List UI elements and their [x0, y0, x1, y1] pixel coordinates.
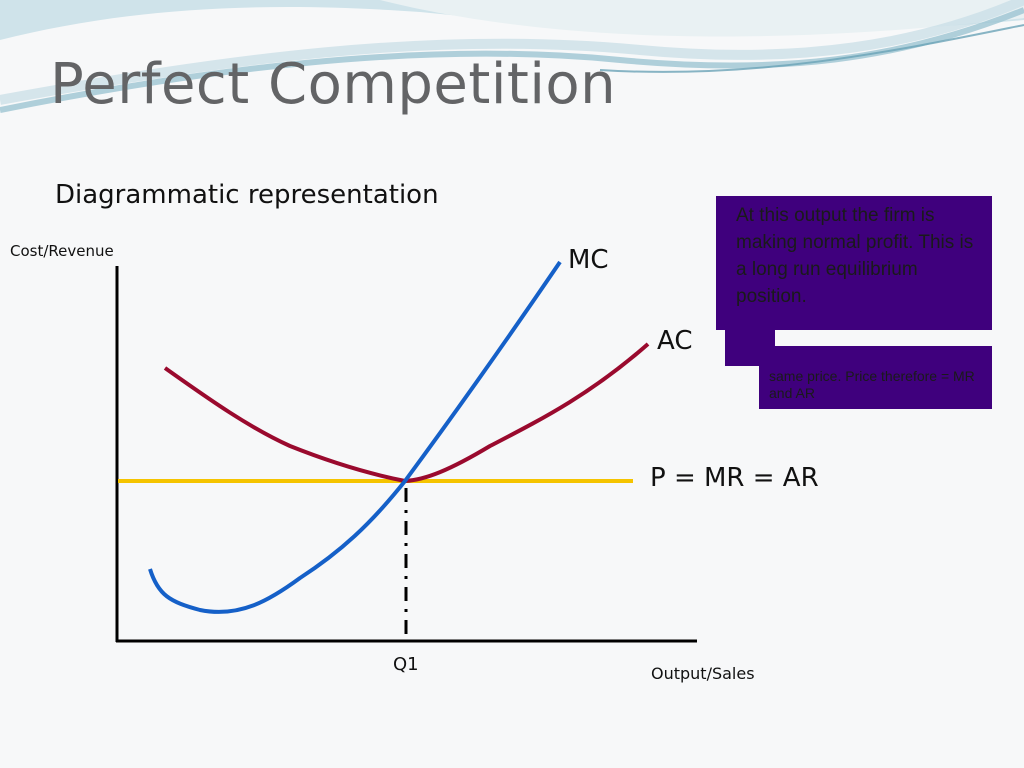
callout-box-main: At this output the firm is making normal… — [716, 196, 992, 330]
callout-back-text: same price. Price therefore = MR and AR — [769, 368, 975, 401]
y-axis-label: Cost/Revenue — [10, 242, 114, 260]
slide-subtitle: Diagrammatic representation — [55, 180, 439, 210]
x-axis-label: Output/Sales — [651, 664, 755, 683]
price-line-label: P = MR = AR — [650, 463, 819, 493]
ac-curve — [163, 342, 650, 484]
mc-curve — [148, 260, 562, 614]
callout-box-connector — [725, 324, 775, 366]
ac-curve-label: AC — [657, 326, 693, 356]
slide-title: Perfect Competition — [50, 52, 617, 117]
callout-main-text: At this output the firm is making normal… — [736, 205, 974, 307]
equilibrium-output-label: Q1 — [393, 654, 419, 675]
callout-box-back: same price. Price therefore = MR and AR — [759, 346, 992, 409]
mc-curve-label: MC — [568, 245, 609, 275]
